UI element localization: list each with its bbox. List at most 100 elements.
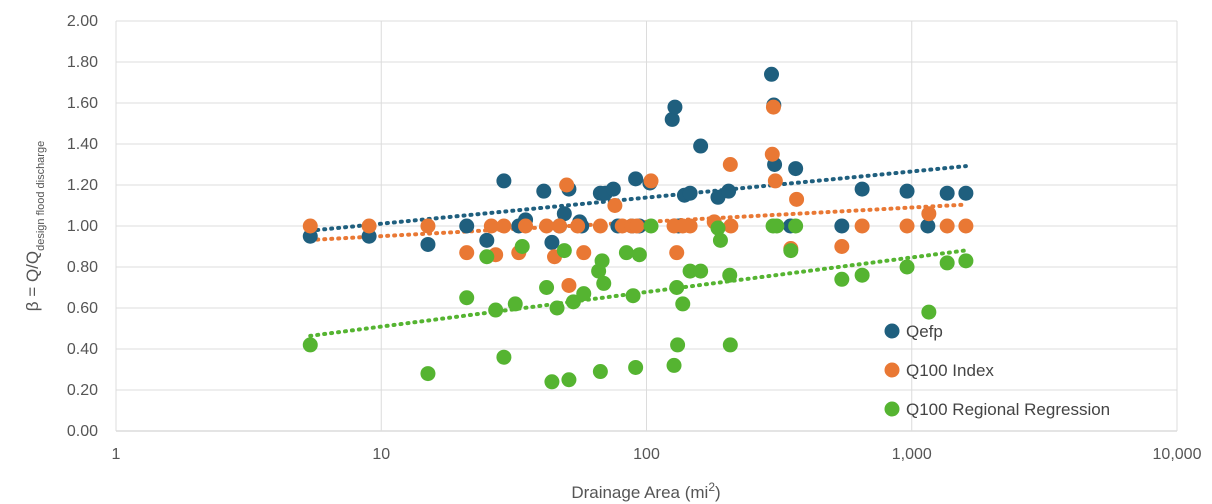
data-point <box>764 146 780 162</box>
data-point <box>939 185 955 201</box>
data-point <box>483 218 499 234</box>
data-point <box>459 218 475 234</box>
legend: Qefp Q100 Index Q100 Regional Regression <box>884 322 1110 419</box>
data-point <box>682 185 698 201</box>
data-point <box>628 359 644 375</box>
series-points <box>302 218 974 390</box>
data-point <box>576 245 592 261</box>
data-point <box>594 253 610 269</box>
data-point <box>629 218 645 234</box>
data-point <box>302 218 318 234</box>
data-point <box>921 304 937 320</box>
data-point <box>710 220 726 236</box>
data-point <box>767 173 783 189</box>
x-tick-label: 10,000 <box>1153 446 1202 463</box>
data-point <box>675 296 691 312</box>
data-point <box>721 183 737 199</box>
data-point <box>552 218 568 234</box>
legend-label: Q100 Regional Regression <box>906 400 1110 419</box>
data-points <box>302 66 974 390</box>
data-point <box>722 337 738 353</box>
legend-label: Q100 Index <box>906 361 994 380</box>
data-point <box>789 191 805 207</box>
y-tick-label: 1.00 <box>67 218 98 235</box>
y-tick-label: 2.00 <box>67 13 98 30</box>
data-point <box>605 181 621 197</box>
data-point <box>764 66 780 82</box>
data-point <box>854 181 870 197</box>
data-point <box>722 267 738 283</box>
data-point <box>899 218 915 234</box>
data-point <box>921 206 937 222</box>
data-point <box>712 232 728 248</box>
legend-marker <box>884 362 900 378</box>
data-point <box>788 218 804 234</box>
data-point <box>559 177 575 193</box>
y-tick-label: 0.00 <box>67 423 98 440</box>
data-point <box>920 218 936 234</box>
data-point <box>596 275 612 291</box>
data-point <box>722 157 738 172</box>
data-point <box>643 218 659 234</box>
data-point <box>302 337 318 353</box>
y-tick-label: 0.80 <box>67 259 98 276</box>
trendline <box>308 164 968 233</box>
data-point <box>459 245 475 261</box>
data-point <box>592 218 608 234</box>
data-point <box>479 249 495 265</box>
data-point <box>420 218 436 234</box>
x-tick-label: 10 <box>372 446 390 463</box>
x-tick-label: 1 <box>112 446 121 463</box>
y-axis-title: β = Q/Qdesign flood discharge <box>23 141 47 311</box>
data-point <box>544 374 560 390</box>
data-point <box>693 138 709 154</box>
data-point <box>788 161 804 177</box>
data-point <box>670 337 686 353</box>
data-point <box>536 183 552 199</box>
data-point <box>302 228 318 244</box>
data-point <box>607 198 623 213</box>
data-point <box>939 255 955 271</box>
x-axis-tick-labels: 1 10 100 1,000 10,000 <box>112 446 1202 463</box>
data-point <box>643 173 659 189</box>
data-point <box>666 357 682 373</box>
data-point <box>834 218 850 234</box>
legend-marker <box>884 401 900 417</box>
data-point <box>783 243 799 259</box>
data-point <box>834 239 850 254</box>
y-tick-label: 1.40 <box>67 136 98 153</box>
data-point <box>539 218 555 234</box>
data-point <box>899 259 915 275</box>
data-point <box>939 218 955 234</box>
data-point <box>592 364 608 380</box>
data-point <box>479 232 495 248</box>
legend-marker <box>884 323 900 339</box>
data-point <box>631 247 647 263</box>
data-point <box>723 218 739 234</box>
legend-label: Qefp <box>906 322 943 341</box>
data-point <box>361 228 377 244</box>
data-point <box>618 245 634 261</box>
data-point <box>570 218 586 234</box>
data-point <box>958 253 974 269</box>
y-tick-label: 0.60 <box>67 300 98 317</box>
data-point <box>628 171 644 187</box>
data-point <box>496 349 512 365</box>
data-point <box>625 288 641 304</box>
data-point <box>514 239 530 254</box>
data-point <box>544 234 560 250</box>
data-point <box>556 206 572 222</box>
y-axis-tick-labels: 0.00 0.20 0.40 0.60 0.80 1.00 1.20 1.40 1.60 1.80… <box>67 13 98 440</box>
x-tick-label: 1,000 <box>892 446 932 463</box>
data-point <box>496 218 512 234</box>
data-point <box>361 218 377 234</box>
data-point <box>765 99 781 115</box>
data-point <box>561 277 577 293</box>
data-point <box>667 99 683 115</box>
data-point <box>556 243 572 259</box>
y-tick-label: 0.40 <box>67 341 98 358</box>
data-point <box>693 263 709 279</box>
data-point <box>682 263 698 279</box>
data-point <box>854 218 870 234</box>
